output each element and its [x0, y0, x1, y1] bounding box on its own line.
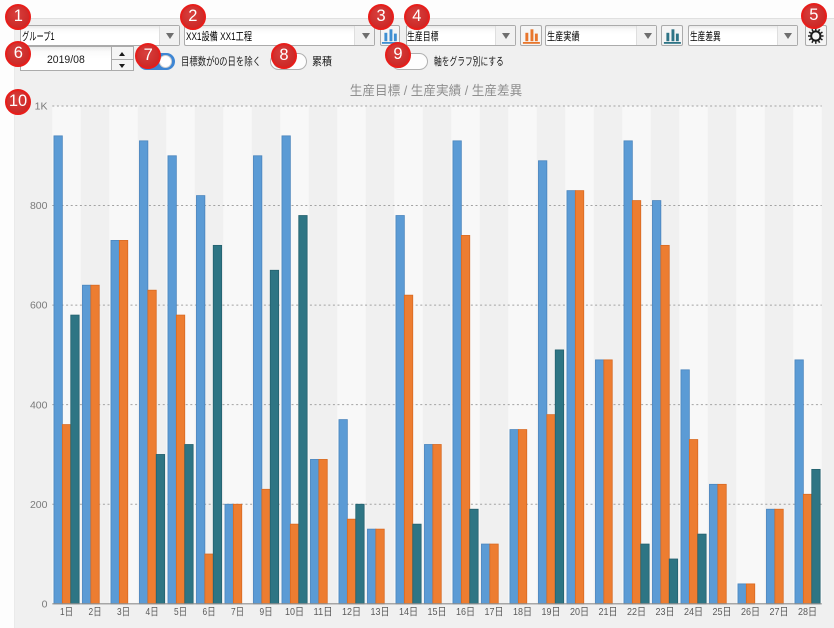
svg-text:12日: 12日 — [342, 606, 361, 618]
svg-text:20日: 20日 — [570, 606, 589, 618]
svg-text:800: 800 — [30, 200, 48, 212]
svg-text:0: 0 — [42, 598, 48, 610]
svg-text:15日: 15日 — [428, 606, 447, 618]
svg-text:24日: 24日 — [684, 606, 703, 618]
svg-text:1K: 1K — [35, 101, 48, 113]
svg-text:11日: 11日 — [314, 606, 333, 618]
svg-text:17日: 17日 — [485, 606, 504, 618]
svg-text:28日: 28日 — [798, 606, 817, 618]
svg-text:19日: 19日 — [542, 606, 561, 618]
svg-text:200: 200 — [30, 499, 48, 511]
svg-text:生産目標 / 生産実績 / 生産差異: 生産目標 / 生産実績 / 生産差異 — [350, 83, 522, 98]
svg-text:16日: 16日 — [456, 606, 475, 618]
svg-text:5日: 5日 — [174, 606, 187, 618]
svg-text:400: 400 — [30, 399, 48, 411]
svg-text:27日: 27日 — [770, 606, 789, 618]
svg-text:6日: 6日 — [203, 606, 216, 618]
svg-text:600: 600 — [30, 300, 48, 312]
svg-text:3日: 3日 — [117, 606, 130, 618]
svg-text:2日: 2日 — [89, 606, 102, 618]
svg-text:18日: 18日 — [513, 606, 532, 618]
svg-text:21日: 21日 — [599, 606, 618, 618]
svg-text:13日: 13日 — [371, 606, 390, 618]
svg-text:10日: 10日 — [285, 606, 304, 618]
svg-text:22日: 22日 — [627, 606, 646, 618]
svg-text:4日: 4日 — [146, 606, 159, 618]
svg-text:14日: 14日 — [399, 606, 418, 618]
svg-text:1日: 1日 — [60, 606, 73, 618]
svg-text:7日: 7日 — [231, 606, 244, 618]
svg-text:23日: 23日 — [656, 606, 675, 618]
svg-text:25日: 25日 — [713, 606, 732, 618]
svg-text:26日: 26日 — [741, 606, 760, 618]
svg-text:9日: 9日 — [260, 606, 273, 618]
